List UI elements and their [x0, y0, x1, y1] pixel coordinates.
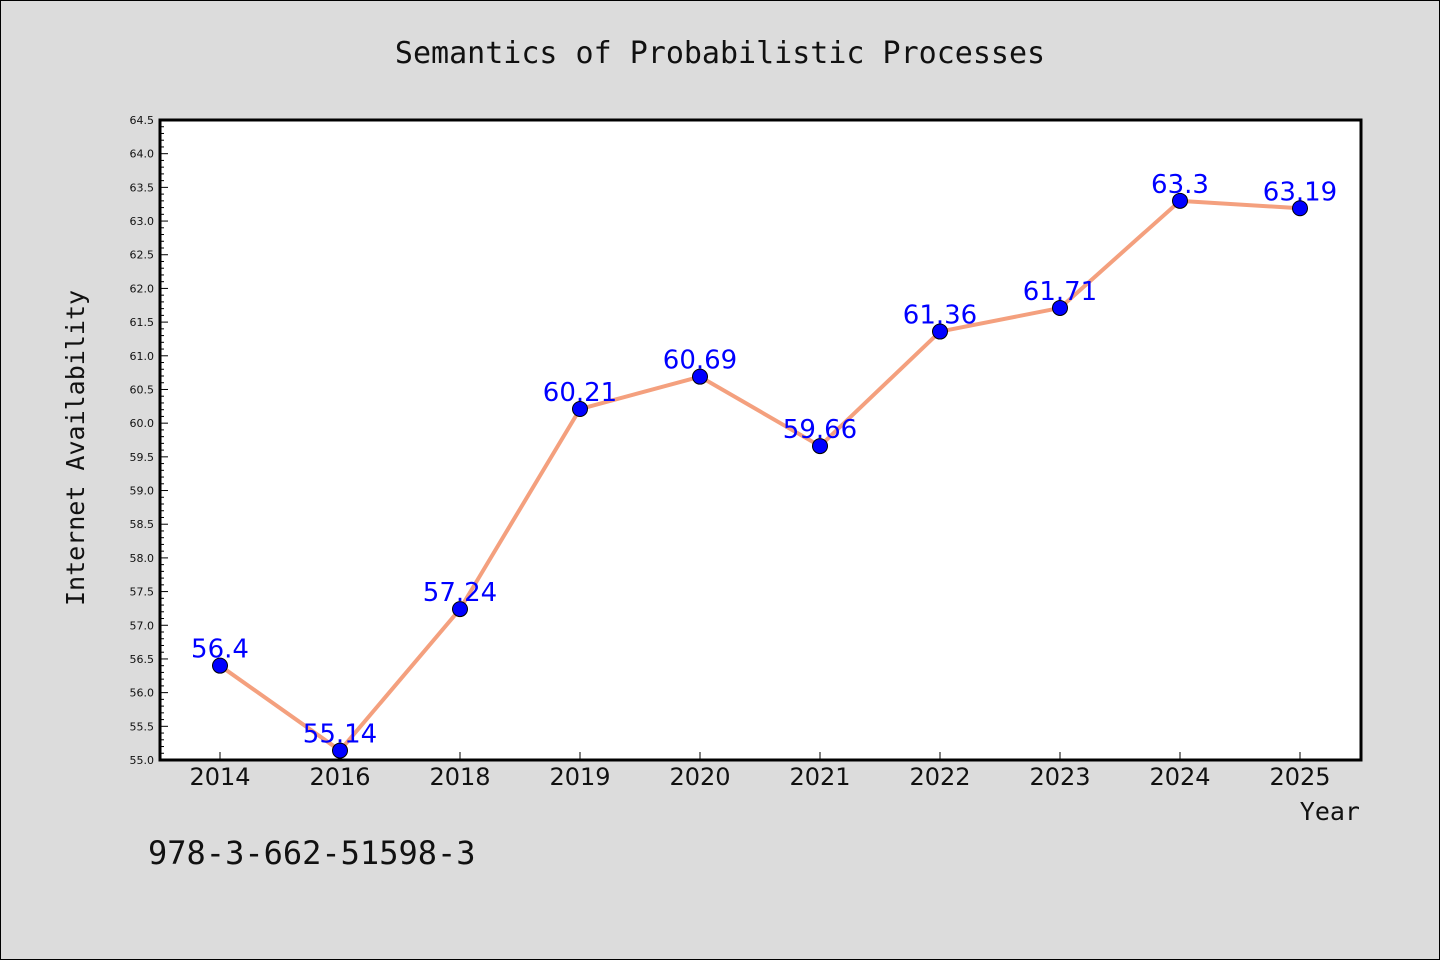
x-tick-label: 2022	[909, 763, 970, 791]
y-tick-label: 58.5	[130, 518, 155, 531]
data-point	[332, 742, 348, 759]
y-tick-label: 62.0	[130, 282, 155, 295]
plot-area	[158, 118, 1363, 762]
data-point	[1172, 192, 1188, 209]
y-tick-label: 55.0	[130, 754, 155, 767]
x-tick-label: 2020	[669, 763, 730, 791]
y-tick-label: 64.0	[130, 148, 155, 161]
x-axis-title: Year	[1300, 797, 1360, 826]
series-group	[212, 192, 1308, 759]
data-point	[452, 601, 468, 618]
data-label: 61.71	[1023, 277, 1097, 307]
x-tick-label: 2019	[549, 763, 610, 791]
y-tick-label: 60.0	[130, 417, 155, 430]
y-tick-label: 56.0	[130, 687, 155, 700]
x-tick-label: 2014	[189, 763, 250, 791]
y-tick-label: 61.5	[130, 316, 155, 329]
data-label: 56.4	[191, 635, 249, 665]
data-label: 55.14	[303, 720, 377, 750]
data-point	[1292, 200, 1308, 217]
data-label: 63.19	[1263, 177, 1337, 207]
data-label: 60.21	[543, 378, 617, 408]
x-tick-label: 2016	[309, 763, 370, 791]
y-tick-label: 55.5	[130, 720, 155, 733]
data-labels: 56.4 55.14 57.24 60.21 60.69 59.66 61.36 61.71 6…	[191, 170, 1337, 750]
y-tick-label: 57.5	[130, 586, 155, 599]
y-tick-label: 64.5	[130, 114, 155, 127]
chart-title: Semantics of Probabilistic Processes	[395, 36, 1045, 71]
y-tick-label: 56.5	[130, 653, 155, 666]
data-point	[812, 438, 828, 455]
y-tick-label: 63.5	[130, 181, 155, 194]
y-tick-label: 58.0	[130, 552, 155, 565]
data-point	[1052, 299, 1068, 316]
x-tick-label: 2018	[429, 763, 490, 791]
isbn-text: 978-3-662-51598-3	[148, 834, 476, 872]
data-label: 63.3	[1151, 170, 1209, 200]
x-tick-label: 2024	[1149, 763, 1210, 791]
data-label: 60.69	[663, 346, 737, 376]
y-tick-label: 60.5	[130, 383, 155, 396]
x-tick-label: 2025	[1269, 763, 1330, 791]
y-tick-label: 62.5	[130, 249, 155, 262]
y-tick-label: 61.0	[130, 350, 155, 363]
x-axis-ticks: 2014 2016 2018 2019 2020 2021 2022 2023 2024 2025	[189, 752, 1331, 791]
data-label: 61.36	[903, 301, 977, 331]
y-tick-label: 63.0	[130, 215, 155, 228]
series-line	[218, 198, 1301, 753]
y-axis-ticks: 55.0 55.5 56.0 56.5 57.0 57.5 58.0 58.5 59.0 59.5…	[130, 114, 168, 767]
data-point	[572, 401, 588, 418]
data-point	[692, 368, 708, 385]
x-tick-label: 2023	[1029, 763, 1090, 791]
y-tick-label: 59.0	[130, 485, 155, 498]
y-tick-label: 57.0	[130, 619, 155, 632]
data-point	[212, 657, 228, 674]
data-label: 57.24	[423, 578, 497, 608]
y-tick-label: 59.5	[130, 451, 155, 464]
data-label: 59.66	[783, 415, 857, 445]
x-tick-label: 2021	[789, 763, 850, 791]
data-point	[932, 323, 948, 340]
y-axis-title: Internet Availability	[61, 290, 90, 606]
